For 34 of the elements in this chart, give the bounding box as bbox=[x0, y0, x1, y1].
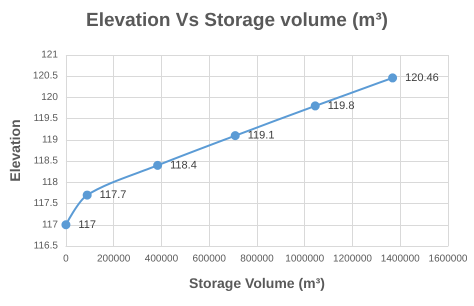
point bbox=[61, 220, 70, 230]
x-tick-label: 1200000 bbox=[333, 254, 372, 264]
x-tick-label: 400000 bbox=[144, 254, 179, 264]
y-tick-label: 118 bbox=[42, 176, 58, 188]
x-tick-label: 800000 bbox=[240, 254, 274, 264]
x-tick-label: 200000 bbox=[96, 254, 131, 264]
point bbox=[230, 131, 240, 140]
point bbox=[82, 190, 92, 200]
data-label: 117.7 bbox=[100, 189, 126, 202]
data-label: 120.46 bbox=[405, 72, 439, 84]
x-tick-label: 0 bbox=[63, 254, 70, 264]
y-tick-label: 119.5 bbox=[34, 113, 58, 124]
data-label: 119.8 bbox=[328, 100, 354, 112]
x-tick-label: 1000000 bbox=[285, 254, 325, 264]
y-tick-label: 120.5 bbox=[32, 70, 58, 82]
x-tick-label: 1400000 bbox=[380, 254, 420, 264]
y-tick-label: 119 bbox=[42, 134, 58, 146]
y-axis-title: Elevation bbox=[7, 119, 23, 182]
chart-title: Elevation Vs Storage volume (m³) bbox=[86, 10, 388, 31]
point bbox=[388, 73, 398, 82]
data-label: 117 bbox=[78, 218, 96, 231]
y-tick-label: 117 bbox=[42, 219, 58, 230]
x-axis-title: Storage Volume (m³) bbox=[189, 275, 325, 291]
x-tick-label: 1600000 bbox=[428, 254, 468, 264]
x-tick-label: 600000 bbox=[192, 254, 226, 264]
data-label: 118.4 bbox=[170, 159, 197, 172]
point bbox=[310, 101, 320, 110]
y-tick-label: 120 bbox=[41, 92, 58, 103]
y-tick-label: 117.5 bbox=[34, 198, 58, 210]
y-tick-label: 118.5 bbox=[34, 156, 58, 167]
data-label: 119.1 bbox=[248, 130, 274, 142]
y-tick-label: 116.5 bbox=[34, 240, 58, 252]
point bbox=[153, 160, 162, 170]
y-tick-label: 121 bbox=[41, 50, 58, 60]
